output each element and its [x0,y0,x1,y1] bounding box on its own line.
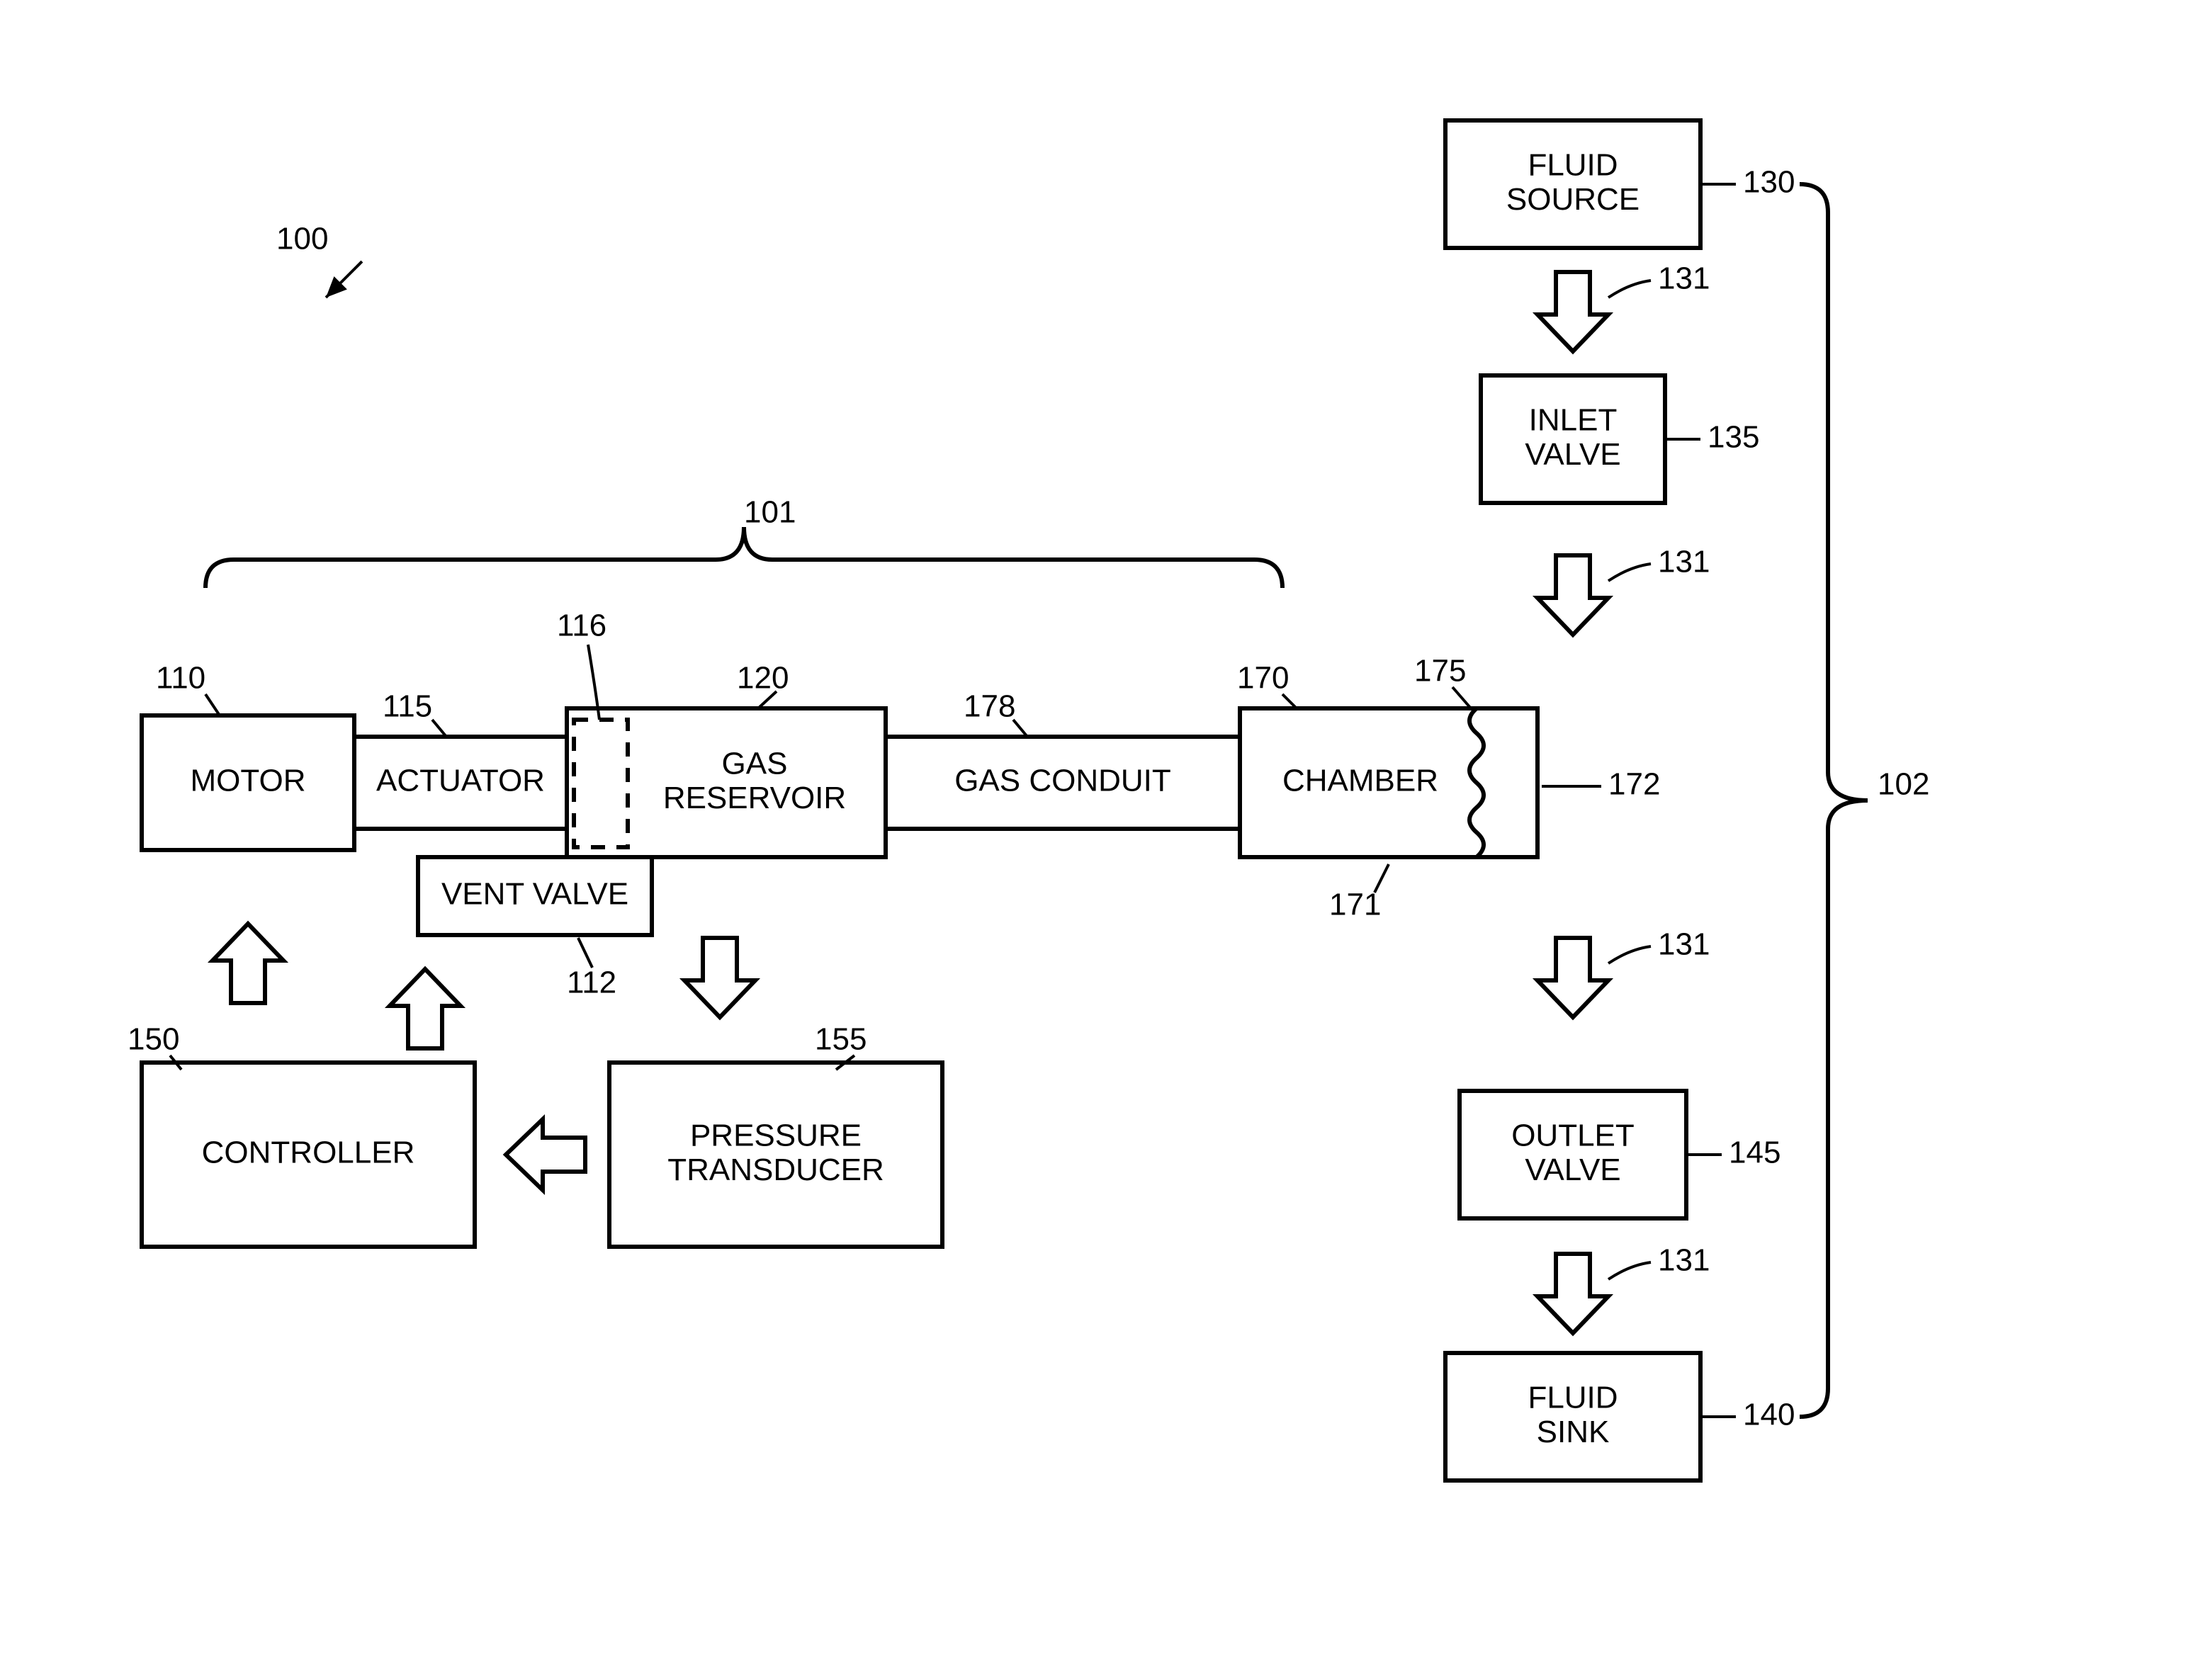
ref-131-2: 131 [1658,927,1710,962]
ref-131-0: 131 [1658,261,1710,296]
ref-150: 150 [128,1022,179,1057]
ref-135: 135 [1708,420,1759,455]
inlet_valve-label: INLET [1529,402,1618,437]
ref-131-3: 131 [1658,1243,1710,1278]
gas_reservoir-label: GAS [722,746,788,781]
ref-171: 171 [1329,888,1381,922]
inlet_valve-label: VALVE [1525,437,1620,472]
ref-101: 101 [744,495,796,530]
pressure-label: TRANSDUCER [667,1153,884,1187]
ref-172: 172 [1608,767,1660,802]
ref-100: 100 [276,222,328,256]
chamber-label: CHAMBER [1282,764,1438,798]
vent_valve-label: VENT VALVE [441,877,628,912]
ref-102: 102 [1878,767,1929,802]
ref-175: 175 [1414,654,1466,689]
motor-label: MOTOR [191,764,306,798]
ref-145: 145 [1729,1136,1781,1170]
actuator-label: ACTUATOR [376,764,545,798]
gas_reservoir-label: RESERVOIR [663,781,846,815]
pressure-label: PRESSURE [690,1118,862,1153]
ref-112: 112 [567,966,616,1000]
outlet_valve-label: VALVE [1525,1153,1620,1187]
ref-110: 110 [156,661,205,696]
ref-140: 140 [1743,1398,1795,1432]
outlet_valve-label: OUTLET [1511,1118,1635,1153]
ref-170: 170 [1237,661,1289,696]
fluid_source-label: SOURCE [1506,182,1640,217]
fluid_sink-label: SINK [1537,1415,1610,1449]
controller-label: CONTROLLER [202,1136,415,1170]
fluid_sink-label: FLUID [1528,1380,1618,1415]
gas_conduit-label: GAS CONDUIT [954,764,1171,798]
ref-155: 155 [815,1022,867,1057]
ref-116: 116 [557,608,606,643]
ref-120: 120 [737,661,789,696]
ref-130: 130 [1743,165,1795,200]
ref-131-1: 131 [1658,545,1710,579]
ref-178: 178 [964,689,1015,724]
ref-115: 115 [383,689,432,724]
fluid_source-label: FLUID [1528,147,1618,182]
